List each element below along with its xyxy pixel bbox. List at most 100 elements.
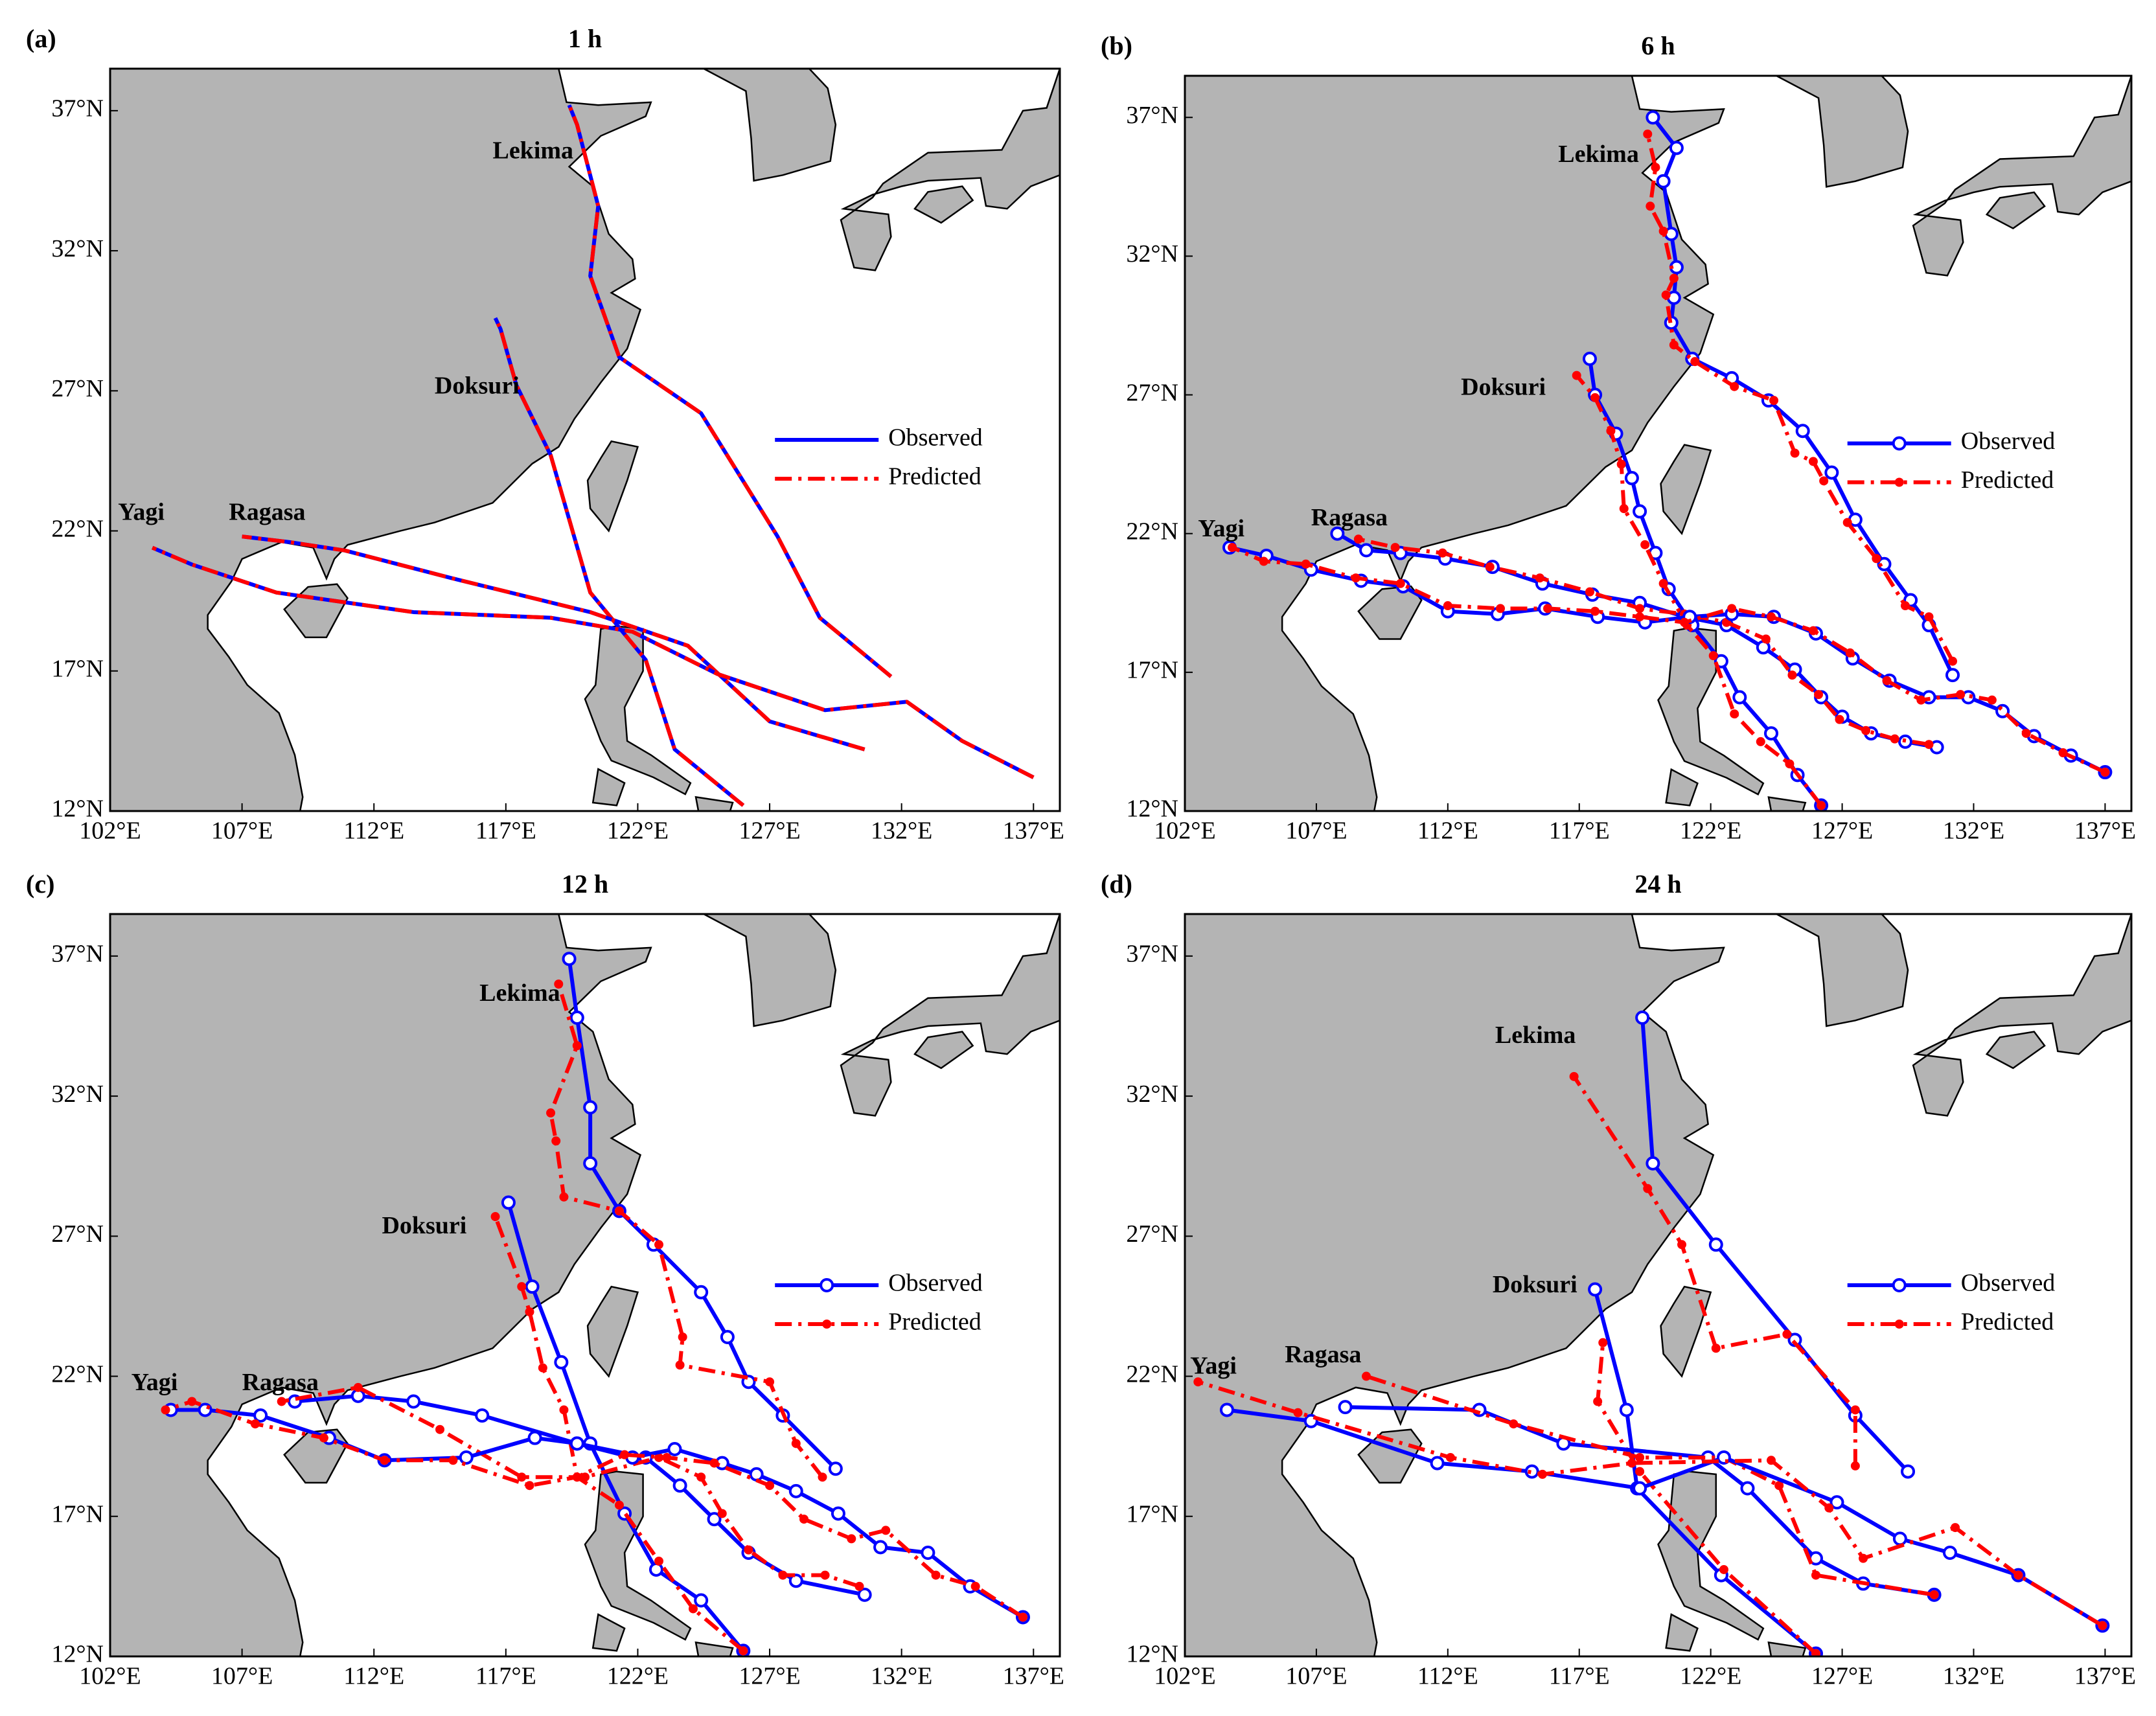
typhoon-label: Yagi [1198,515,1244,542]
track-point [1882,676,1892,685]
track-point [1301,559,1311,569]
track-point [1785,759,1795,769]
track-point [1646,201,1655,211]
x-tick-label: 122°E [607,818,669,845]
track-point [709,1458,719,1468]
y-tick-label: 37°N [51,941,104,968]
track-point [1808,457,1818,466]
track-point [1359,543,1374,558]
track-point [1850,1461,1860,1470]
track-line [170,1408,1024,1619]
track-point [1293,1408,1303,1417]
track-line [151,545,1035,779]
track-point [562,952,577,967]
track-point [1485,562,1495,572]
typhoon-label: Ragasa [1285,1341,1361,1368]
track-point [1588,1282,1603,1297]
track-point [1651,163,1660,172]
track-point [1730,709,1739,719]
track-point [1669,340,1679,350]
track-point [1569,1071,1579,1081]
x-tick-label: 137°E [2074,818,2136,845]
track-point [717,1509,727,1518]
track-point [1616,459,1626,469]
track-point [678,1333,687,1342]
track-point [654,1240,664,1250]
panel-label: (b) [1101,31,1132,60]
track-point [788,1483,803,1498]
track-point [1661,290,1671,300]
track-point [1619,504,1629,514]
x-tick-label: 117°E [1549,1663,1610,1690]
track-line [493,317,745,807]
legend-label: Observed [1961,428,2056,455]
track-point [435,1424,445,1434]
track-point [501,1195,516,1210]
track-point [931,1570,941,1580]
track-point [694,1593,709,1608]
y-tick-label: 32°N [1126,1081,1178,1108]
track-point [765,1377,775,1387]
y-tick-label: 22°N [51,515,104,542]
y-tick-label: 27°N [1126,379,1178,406]
track-point [1259,556,1268,566]
track-point [1582,351,1597,366]
track-point [1643,129,1653,139]
legend-marker [1894,477,1904,487]
track-point [1395,578,1405,588]
track-point [1635,1452,1645,1462]
track-point [662,1452,672,1462]
track-line [1345,1405,1935,1597]
y-tick-label: 22°N [1126,1360,1178,1388]
x-tick-label: 127°E [739,1663,800,1690]
panel-title: 24 h [1634,869,1681,898]
track-point [1829,1495,1844,1510]
track-line [1596,1342,1818,1655]
typhoon-label: Yagi [118,498,165,525]
track-point [406,1394,421,1409]
track-point [675,1360,685,1370]
track-point [459,1450,474,1465]
track-point [1496,604,1505,613]
track-point [2098,1621,2107,1630]
track-point [1585,587,1594,597]
track-point [490,1212,500,1222]
track-point [517,1282,527,1292]
track-point [1219,1402,1234,1417]
track-point [854,1581,864,1591]
track-point [1861,726,1871,735]
track-point [1228,543,1237,553]
y-tick-label: 17°N [1126,657,1178,684]
track-point [161,1405,170,1415]
x-tick-label: 127°E [1811,818,1873,845]
legend-label: Observed [1961,1270,2056,1297]
track-point [1619,1402,1634,1417]
track-point [1524,1464,1539,1479]
track-point [1877,556,1892,571]
track-point [1537,1469,1547,1479]
x-tick-label: 102°E [79,1663,141,1690]
x-tick-label: 102°E [1154,818,1215,845]
track-point [1842,518,1852,527]
x-tick-label: 107°E [211,818,273,845]
x-tick-label: 112°E [343,1663,404,1690]
track-point [1633,504,1647,519]
track-point [559,1405,569,1415]
track-point [572,1041,582,1051]
track-point [1740,1481,1755,1496]
track-point [1445,1452,1455,1462]
track-point [1708,651,1718,661]
track-point [1767,1456,1776,1465]
plot-area [1193,1011,2110,1656]
track-point [778,1570,788,1580]
typhoon-label: Yagi [132,1369,178,1396]
legend-label: Observed [888,1270,983,1297]
track-point [847,1534,856,1544]
y-tick-label: 32°N [51,1081,104,1108]
track-point [1787,670,1797,680]
x-tick-label: 137°E [1003,818,1064,845]
axes-frame [1184,74,2133,812]
legend-label: Predicted [1961,1309,2054,1336]
track-point [187,1397,197,1406]
